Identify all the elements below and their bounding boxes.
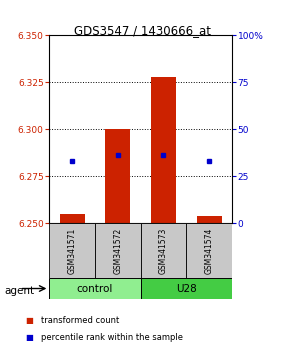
- Bar: [49, 278, 141, 299]
- Bar: [186, 223, 232, 278]
- Text: GSM341574: GSM341574: [205, 227, 214, 274]
- Text: GSM341571: GSM341571: [68, 227, 77, 274]
- Text: control: control: [77, 284, 113, 293]
- Bar: [141, 223, 186, 278]
- Text: transformed count: transformed count: [41, 316, 119, 325]
- Text: percentile rank within the sample: percentile rank within the sample: [41, 333, 183, 342]
- Text: U28: U28: [176, 284, 197, 293]
- Bar: [49, 223, 95, 278]
- Text: GDS3547 / 1430666_at: GDS3547 / 1430666_at: [74, 24, 211, 36]
- Text: agent: agent: [4, 286, 35, 296]
- Bar: [141, 278, 232, 299]
- Text: ■: ■: [25, 316, 33, 325]
- Bar: [197, 216, 222, 223]
- Text: GSM341572: GSM341572: [113, 227, 122, 274]
- Text: GSM341573: GSM341573: [159, 227, 168, 274]
- Bar: [151, 77, 176, 223]
- Bar: [105, 129, 130, 223]
- Bar: [95, 223, 141, 278]
- Bar: [59, 214, 85, 223]
- Text: ■: ■: [25, 333, 33, 342]
